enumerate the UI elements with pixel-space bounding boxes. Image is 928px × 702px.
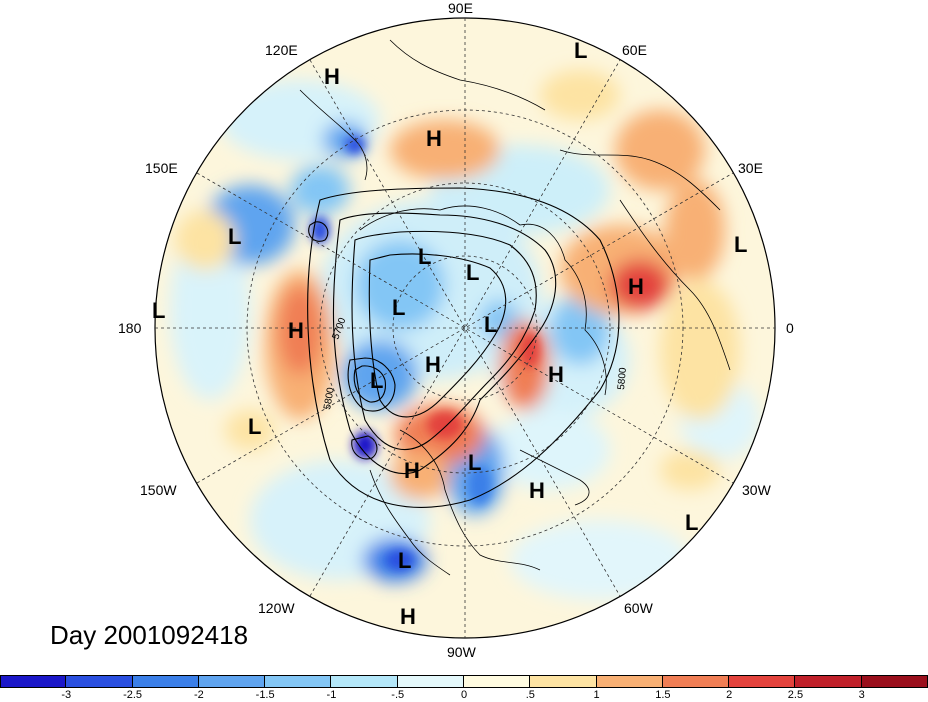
colorbar-tick-label: -1 <box>326 689 337 701</box>
pressure-center-label: H <box>548 362 564 387</box>
pressure-center-label: H <box>628 274 644 299</box>
colorbar-tick-label: 2.5 <box>787 689 804 701</box>
anomaly-field <box>155 18 775 638</box>
pressure-center-label: L <box>228 224 241 249</box>
colorbar-tick-label: 1.5 <box>655 689 671 701</box>
pressure-center-label: H <box>324 64 340 89</box>
colorbar-swatch <box>397 675 464 688</box>
colorbar-tick-label: .5 <box>525 689 535 701</box>
pressure-center-label: L <box>392 295 405 320</box>
polar-map: 0 30E 60E 90E 120E 150E 180 150W 120W 90… <box>118 0 794 660</box>
pressure-center-label: L <box>734 232 747 257</box>
pressure-center-label: H <box>404 458 420 483</box>
colorbar-tick-label: -1.5 <box>255 689 275 701</box>
pressure-center-label: H <box>400 604 416 629</box>
colorbar-swatch <box>132 675 199 688</box>
lon-label-90e: 90E <box>448 0 473 16</box>
colorbar-swatch <box>331 675 398 688</box>
pressure-center-label: L <box>398 548 411 573</box>
colorbar-swatch <box>596 675 663 688</box>
height-contours <box>307 187 620 508</box>
colorbar-swatch <box>0 675 67 688</box>
colorbar-tick-label: -.5 <box>391 689 405 701</box>
pressure-centers: H L H L H L L L L H L L H L H L H L H L … <box>152 38 747 629</box>
pressure-center-label: L <box>685 510 698 535</box>
contour-label: 5800 <box>322 386 337 410</box>
colorbar-swatch <box>795 675 862 688</box>
lon-label-90w: 90W <box>447 644 477 660</box>
lon-label-180: 180 <box>118 320 142 336</box>
colorbar: -3 -2.5 -2 -1.5 -1 -.5 0 .5 1 1.5 2 2.5 3 <box>0 675 928 702</box>
colorbar-tick-label: 2 <box>726 689 733 701</box>
pressure-center-label: L <box>418 244 431 269</box>
colorbar-tick-label: -2 <box>193 689 204 701</box>
pressure-center-label: L <box>468 450 481 475</box>
lon-label-60e: 60E <box>622 42 647 58</box>
colorbar-swatch <box>265 675 332 688</box>
pressure-center-label: H <box>426 126 442 151</box>
colorbar-swatch <box>662 675 730 688</box>
lon-label-150w: 150W <box>140 482 177 498</box>
contour-label: 5800 <box>616 367 629 391</box>
lon-label-60w: 60W <box>624 600 654 616</box>
colorbar-tick-label: 1 <box>593 689 600 701</box>
lon-label-120e: 120E <box>265 42 298 58</box>
colorbar-tick-label: -2.5 <box>123 689 143 701</box>
pressure-center-label: H <box>425 352 441 377</box>
colorbar-tick-label: 0 <box>460 689 468 701</box>
colorbar-frame <box>0 675 928 688</box>
lon-label-30e: 30E <box>738 160 763 176</box>
colorbar-swatch <box>464 675 531 688</box>
pressure-center-label: H <box>288 318 304 343</box>
lon-label-30w: 30W <box>742 482 772 498</box>
pressure-center-label: L <box>466 260 479 285</box>
lon-label-120w: 120W <box>258 600 295 616</box>
day-title: Day 2001092418 <box>50 620 249 650</box>
coastlines <box>299 39 731 576</box>
lon-label-150e: 150E <box>145 160 178 176</box>
pressure-center-label: H <box>529 478 545 503</box>
colorbar-swatch <box>530 675 597 688</box>
colorbar-tick-label: -3 <box>61 689 72 701</box>
pressure-center-label: L <box>152 298 165 323</box>
pressure-center-label: L <box>574 38 587 63</box>
colorbar-tick-label: 3 <box>858 689 865 701</box>
colorbar-swatch <box>66 675 133 688</box>
colorbar-swatch <box>729 675 796 688</box>
pressure-center-label: L <box>248 414 261 439</box>
pressure-center-label: L <box>484 312 497 337</box>
graticule <box>155 18 775 638</box>
lon-label-0: 0 <box>786 320 794 336</box>
longitude-labels: 0 30E 60E 90E 120E 150E 180 150W 120W 90… <box>118 0 794 660</box>
colorbar-swatch <box>198 675 266 688</box>
pressure-center-label: L <box>370 368 383 393</box>
